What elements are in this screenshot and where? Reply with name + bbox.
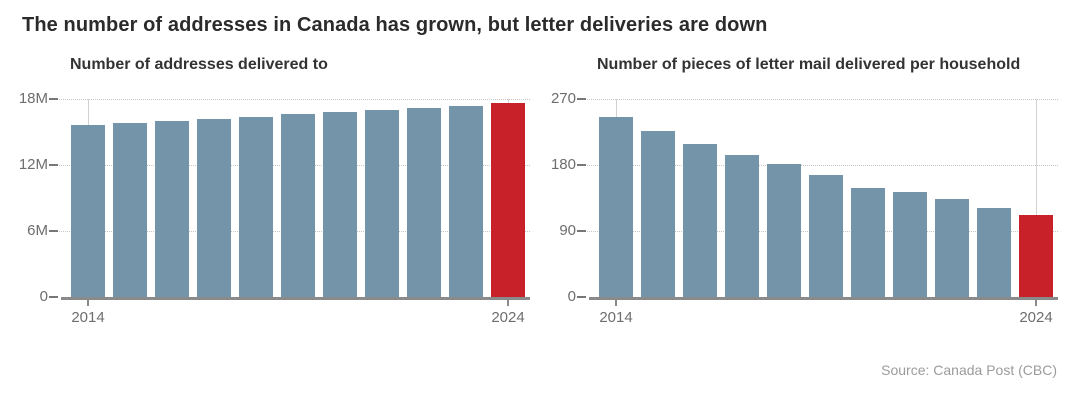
bar-2019 bbox=[281, 114, 315, 297]
y-axis-tick-12M bbox=[49, 164, 58, 166]
bar-2018 bbox=[239, 116, 273, 297]
x-axis-label-2024: 2024 bbox=[1019, 309, 1053, 326]
bar-2018 bbox=[767, 164, 801, 297]
y-axis-tick-0 bbox=[577, 296, 586, 298]
y-axis-tick-0 bbox=[49, 296, 58, 298]
y-axis-label-12M: 12M bbox=[18, 156, 48, 173]
y-axis-tick-6M bbox=[49, 230, 58, 232]
x-gridline-2024 bbox=[1035, 99, 1037, 297]
x-axis-baseline bbox=[589, 297, 1058, 300]
bar-2016 bbox=[155, 121, 189, 297]
x-axis-tick-2014 bbox=[615, 300, 617, 306]
bar-2016 bbox=[683, 143, 717, 297]
x-axis-baseline bbox=[61, 297, 530, 300]
bar-2024 bbox=[1019, 214, 1053, 297]
y-axis-tick-18M bbox=[49, 98, 58, 100]
y-axis-label-18M: 18M bbox=[18, 90, 48, 107]
chart-title-letter-mail: Number of pieces of letter mail delivere… bbox=[597, 56, 1021, 73]
bar-2021 bbox=[893, 192, 927, 297]
bar-2023 bbox=[449, 105, 483, 297]
bar-2014 bbox=[599, 117, 633, 297]
bar-2015 bbox=[113, 123, 147, 297]
bar-2015 bbox=[641, 130, 675, 297]
y-axis-label-270: 270 bbox=[550, 90, 576, 107]
x-axis-label-2024: 2024 bbox=[491, 309, 525, 326]
y-axis-label-90: 90 bbox=[559, 222, 576, 239]
source-credit: Source: Canada Post (CBC) bbox=[881, 362, 1057, 378]
y-axis-tick-270 bbox=[577, 98, 586, 100]
bar-2021 bbox=[365, 110, 399, 297]
chart-title-addresses: Number of addresses delivered to bbox=[70, 56, 328, 73]
x-axis-label-2014: 2014 bbox=[71, 309, 105, 326]
x-axis-tick-2024 bbox=[507, 300, 509, 306]
bar-2020 bbox=[323, 112, 357, 297]
y-axis-label-0: 0 bbox=[567, 288, 576, 305]
bar-2022 bbox=[935, 199, 969, 297]
chart-addresses-plot: 0 6M 12M 18M 2014 2024 bbox=[19, 90, 530, 326]
bar-2017 bbox=[197, 118, 231, 297]
page-title: The number of addresses in Canada has gr… bbox=[22, 14, 768, 36]
bar-2019 bbox=[809, 174, 843, 297]
bar-2017 bbox=[725, 154, 759, 297]
y-axis-tick-180 bbox=[577, 164, 586, 166]
x-axis-tick-2024 bbox=[1035, 300, 1037, 306]
y-axis-tick-90 bbox=[577, 230, 586, 232]
y-gridline-270 bbox=[585, 99, 1058, 100]
bar-2020 bbox=[851, 188, 885, 297]
bar-2022 bbox=[407, 107, 441, 297]
x-axis-label-2014: 2014 bbox=[599, 309, 633, 326]
y-gridline-18M bbox=[57, 99, 530, 100]
bar-2014 bbox=[71, 125, 105, 297]
chart-letter-mail-plot: 0 90 180 270 2014 2024 bbox=[551, 90, 1058, 326]
bar-2024 bbox=[491, 103, 525, 297]
bar-2023 bbox=[977, 207, 1011, 297]
x-axis-tick-2014 bbox=[87, 300, 89, 306]
y-axis-label-6M: 6M bbox=[27, 222, 48, 239]
y-axis-label-0: 0 bbox=[39, 288, 48, 305]
y-axis-label-180: 180 bbox=[550, 156, 576, 173]
y-gridline-180 bbox=[585, 165, 1058, 166]
